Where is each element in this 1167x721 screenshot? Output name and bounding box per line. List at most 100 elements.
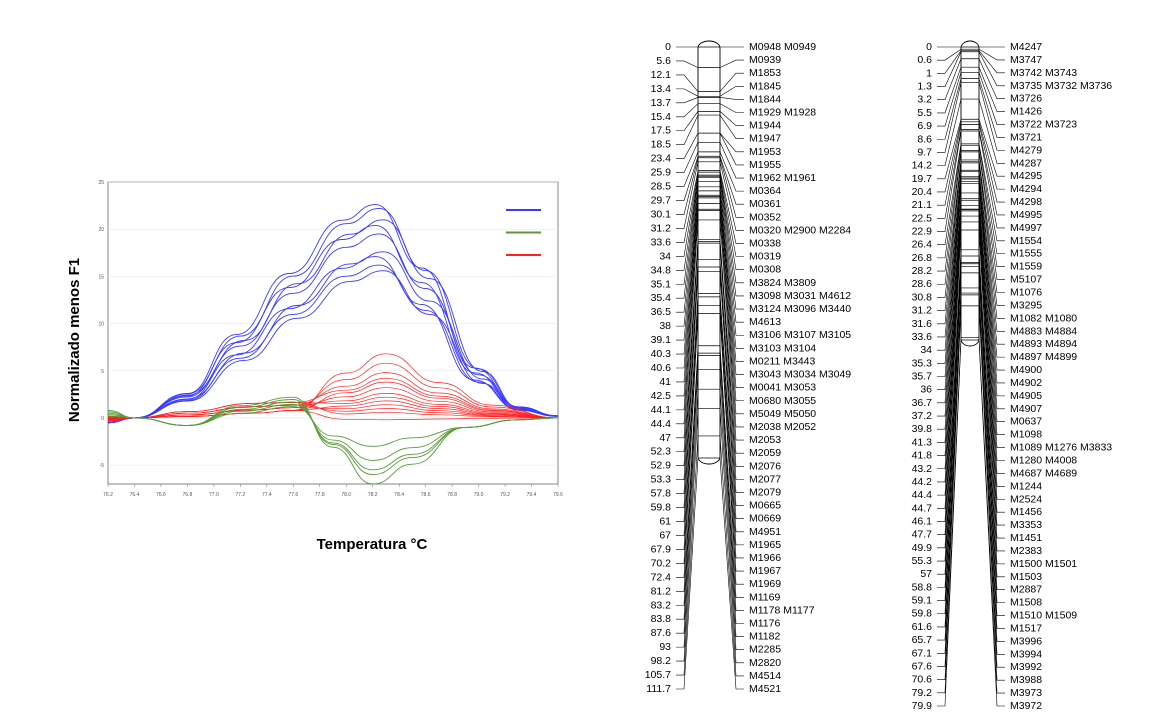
x-axis-title: Temperatura °C [317, 536, 428, 553]
y-tick-labels: 25 20 15 10 5 0 -5 [98, 180, 104, 469]
position-leader [676, 408, 699, 662]
marker-name-label: M0948 M0949 [749, 41, 816, 53]
locus-position-label: 81.2 [651, 585, 672, 597]
position-leader [676, 209, 699, 411]
locus-position-label: 19.7 [912, 173, 933, 185]
marker-name-label: M0364 [749, 185, 781, 197]
position-leader [676, 170, 699, 243]
position-leader [937, 181, 962, 404]
locus-position-label: 57 [920, 568, 932, 580]
marker-name-label: M2383 [1010, 545, 1042, 557]
marker-leader [719, 103, 744, 113]
marker-leader [978, 339, 1005, 707]
locus-position-label: 29.7 [651, 195, 672, 207]
locus-position-label: 53.3 [651, 474, 672, 486]
marker-name-label: M3992 [1010, 661, 1042, 673]
position-leader [937, 124, 962, 206]
marker-name-label: M1953 [749, 146, 781, 158]
marker-name-label: M1451 [1010, 532, 1042, 544]
y-tick-label: 20 [98, 227, 104, 233]
locus-position-label: 44.7 [912, 502, 933, 514]
position-leader [676, 103, 699, 118]
x-tick-label: 77.8 [315, 492, 325, 498]
marker-leader [978, 51, 1005, 87]
marker-leader [978, 198, 1005, 448]
locus-position-label: 44.4 [912, 489, 933, 501]
marker-name-label: M0939 [749, 54, 781, 66]
marker-leader [719, 161, 744, 231]
marker-leader [719, 156, 744, 205]
marker-leader [978, 209, 1005, 500]
marker-name-label: M3988 [1010, 674, 1042, 686]
marker-leader [719, 132, 744, 166]
x-tick-label: 76.2 [103, 492, 113, 498]
locus-position-label: 5.6 [656, 55, 671, 67]
x-tick-label: 77.4 [262, 492, 272, 498]
position-leader [676, 114, 699, 145]
marker-name-label: M0211 M3443 [749, 355, 816, 367]
position-leader [937, 78, 962, 140]
marker-name-label: M3106 M3107 M3105 [749, 329, 851, 341]
position-leader [676, 197, 699, 383]
marker-name-label: M3353 [1010, 519, 1042, 531]
locus-position-label: 28.6 [912, 278, 933, 290]
position-leader [937, 294, 962, 667]
locus-position-label: 31.6 [912, 318, 933, 330]
position-leader [676, 305, 699, 564]
marker-leader [719, 219, 744, 441]
position-leader [676, 293, 699, 536]
locus-position-label: 34 [920, 344, 932, 356]
position-leader [937, 192, 962, 430]
locus-position-label: 9.7 [917, 146, 932, 158]
marker-leader [719, 72, 744, 92]
position-leader [937, 145, 962, 259]
marker-name-label: M0319 [749, 251, 781, 263]
marker-name-label: M1853 [749, 67, 781, 79]
position-leader [676, 239, 699, 453]
marker-leader [978, 177, 1005, 384]
locus-position-label: 13.4 [651, 83, 672, 95]
locus-position-label: 6.9 [917, 120, 932, 132]
position-leader [937, 48, 962, 61]
x-tick-label: 78.8 [447, 492, 457, 498]
marker-leader [719, 353, 744, 611]
locus-position-label: 44.1 [651, 404, 672, 416]
y-tick-label: -5 [100, 463, 105, 469]
marker-name-label: M4995 [1010, 209, 1042, 221]
marker-name-label: M1082 M1080 [1010, 312, 1077, 324]
marker-leader [719, 345, 744, 598]
locus-position-label: 46.1 [912, 515, 933, 527]
position-leader [937, 99, 962, 166]
locus-position-label: 33.6 [912, 331, 933, 343]
marker-leader [719, 186, 744, 323]
position-leader [676, 243, 699, 480]
marker-leader [719, 132, 744, 153]
position-leader [937, 205, 962, 470]
position-leader [937, 72, 962, 127]
position-leader [937, 305, 962, 680]
marker-name-label: M0308 [749, 264, 781, 276]
marker-name-label: M2887 [1010, 584, 1042, 596]
position-leader [937, 159, 962, 298]
marker-name-label: M1503 [1010, 571, 1042, 583]
position-leader [937, 249, 962, 562]
position-leader [937, 151, 962, 285]
locus-position-label: 30.1 [651, 208, 672, 220]
locus-position-label: 58.8 [912, 581, 933, 593]
position-leader [676, 271, 699, 522]
locus-position-label: 83.8 [651, 613, 672, 625]
marker-leader [978, 305, 1005, 681]
position-leader [676, 210, 699, 425]
marker-name-label: M1845 [749, 80, 781, 92]
position-leader [676, 176, 699, 285]
position-leader [676, 355, 699, 620]
locus-position-label: 83.2 [651, 599, 672, 611]
position-leader [937, 119, 962, 180]
locus-position-label: 40.6 [651, 362, 672, 374]
marker-name-label: M1554 [1010, 235, 1042, 247]
position-leader [676, 151, 699, 187]
y-axis-title: Normalizado menos F1 [66, 258, 83, 422]
marker-leader [719, 114, 744, 140]
marker-leader [978, 266, 1005, 616]
marker-name-label: M4893 M4894 [1010, 338, 1077, 350]
